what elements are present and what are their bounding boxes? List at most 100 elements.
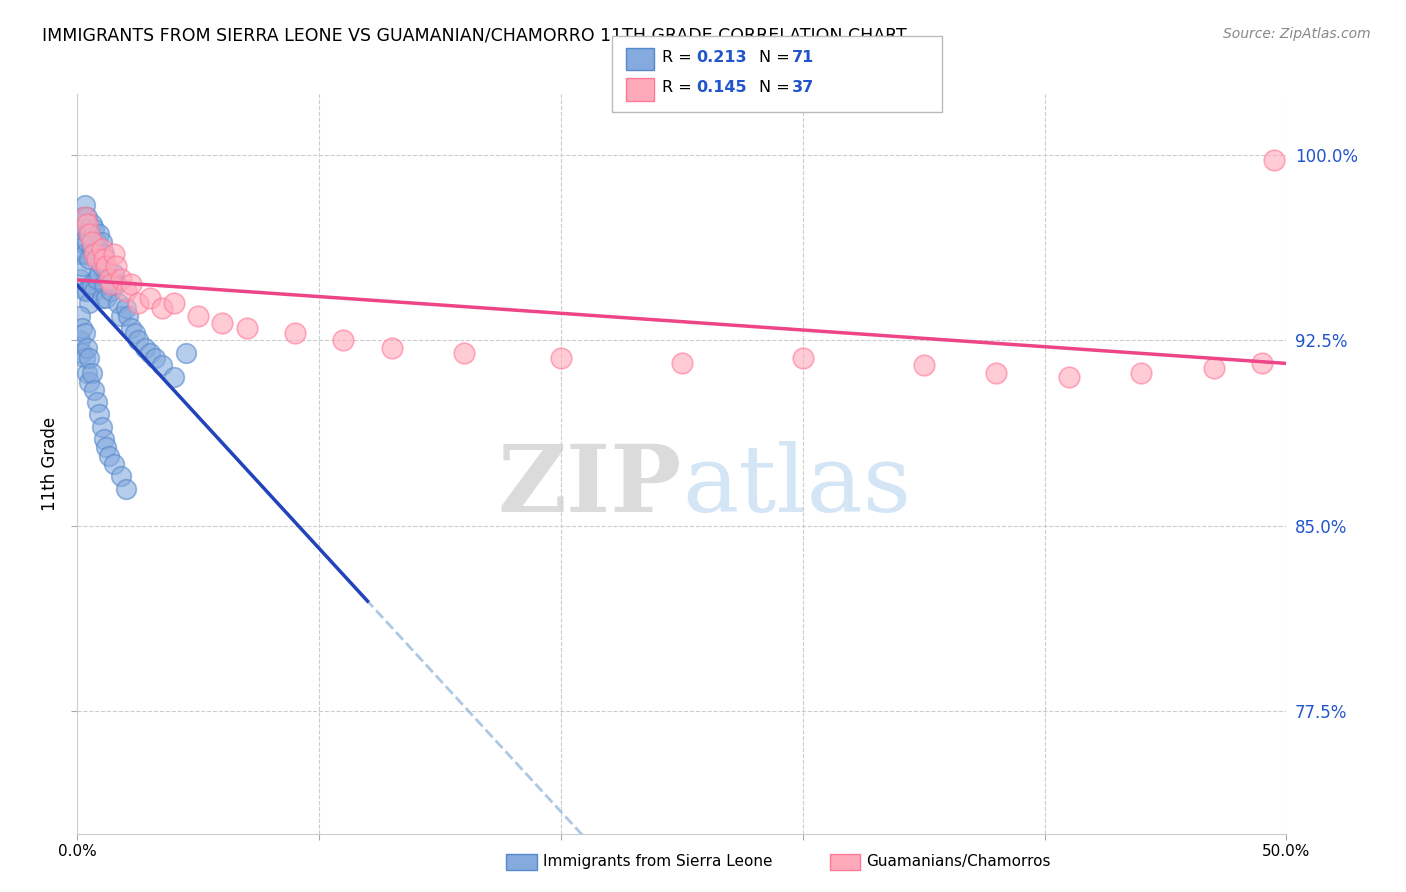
Text: 71: 71 — [792, 50, 814, 64]
Point — [79, 227, 101, 242]
Point — [90, 292, 112, 306]
Point — [150, 301, 173, 316]
Point — [453, 345, 475, 359]
Point — [70, 321, 93, 335]
Point — [69, 309, 91, 323]
Point — [69, 271, 91, 285]
Point — [97, 271, 120, 285]
Point — [73, 247, 96, 261]
Point — [73, 326, 96, 340]
Point — [117, 309, 139, 323]
Point — [93, 247, 115, 261]
Text: Source: ZipAtlas.com: Source: ZipAtlas.com — [1223, 27, 1371, 41]
Point — [97, 271, 120, 285]
Point — [1251, 356, 1274, 370]
Point — [103, 457, 125, 471]
Point — [139, 345, 162, 359]
Point — [73, 222, 96, 236]
Text: 0.145: 0.145 — [696, 80, 747, 95]
Point — [86, 235, 108, 249]
Point — [381, 341, 404, 355]
Text: R =: R = — [662, 50, 697, 64]
Point — [70, 235, 93, 249]
Point — [86, 395, 108, 409]
Point — [76, 341, 98, 355]
Point — [80, 235, 103, 249]
Point — [105, 277, 128, 291]
Text: 0.213: 0.213 — [696, 50, 747, 64]
Point — [96, 260, 118, 274]
Point — [120, 277, 142, 291]
Point — [1202, 360, 1225, 375]
Point — [174, 345, 197, 359]
Point — [96, 440, 118, 454]
Point — [80, 218, 103, 232]
Point — [163, 370, 186, 384]
Point — [1263, 153, 1285, 168]
Point — [96, 292, 118, 306]
Point — [86, 252, 108, 266]
Point — [1130, 366, 1153, 380]
Point — [79, 296, 101, 310]
Point — [105, 260, 128, 274]
Point — [90, 260, 112, 274]
Text: N =: N = — [759, 80, 796, 95]
Point — [76, 218, 98, 232]
Point — [120, 321, 142, 335]
Point — [284, 326, 307, 340]
Text: atlas: atlas — [682, 441, 911, 531]
Text: N =: N = — [759, 50, 796, 64]
Point — [83, 284, 105, 298]
Point — [76, 284, 98, 298]
Point — [97, 450, 120, 464]
Point — [69, 334, 91, 348]
Point — [139, 292, 162, 306]
Point — [550, 351, 572, 365]
Point — [110, 469, 132, 483]
Point — [332, 334, 354, 348]
Point — [143, 351, 166, 365]
Point — [93, 277, 115, 291]
Point — [87, 227, 110, 242]
Point — [187, 309, 209, 323]
Point — [70, 260, 93, 274]
Point — [79, 376, 101, 390]
Point — [150, 358, 173, 372]
Point — [80, 242, 103, 256]
Point — [134, 341, 156, 355]
Point — [79, 351, 101, 365]
Point — [76, 235, 98, 249]
Point — [90, 235, 112, 249]
Text: ZIP: ZIP — [498, 441, 682, 531]
Point — [73, 210, 96, 224]
Point — [83, 247, 105, 261]
Point — [114, 284, 136, 298]
Text: Immigrants from Sierra Leone: Immigrants from Sierra Leone — [543, 855, 772, 869]
Point — [792, 351, 814, 365]
Point — [69, 222, 91, 236]
Point — [127, 334, 149, 348]
Point — [114, 482, 136, 496]
Point — [83, 222, 105, 236]
Point — [986, 366, 1008, 380]
Point — [76, 210, 98, 224]
Point — [83, 383, 105, 397]
Point — [87, 408, 110, 422]
Point — [211, 316, 233, 330]
Point — [79, 252, 101, 266]
Point — [83, 247, 105, 261]
Point — [1057, 370, 1080, 384]
Point — [76, 366, 98, 380]
Point — [110, 309, 132, 323]
Point — [671, 356, 693, 370]
Point — [69, 247, 91, 261]
Point — [114, 301, 136, 316]
Point — [80, 277, 103, 291]
Point — [235, 321, 257, 335]
Point — [96, 260, 118, 274]
Point — [93, 432, 115, 446]
Point — [100, 277, 122, 291]
Point — [90, 242, 112, 256]
Point — [127, 296, 149, 310]
Point — [90, 419, 112, 434]
